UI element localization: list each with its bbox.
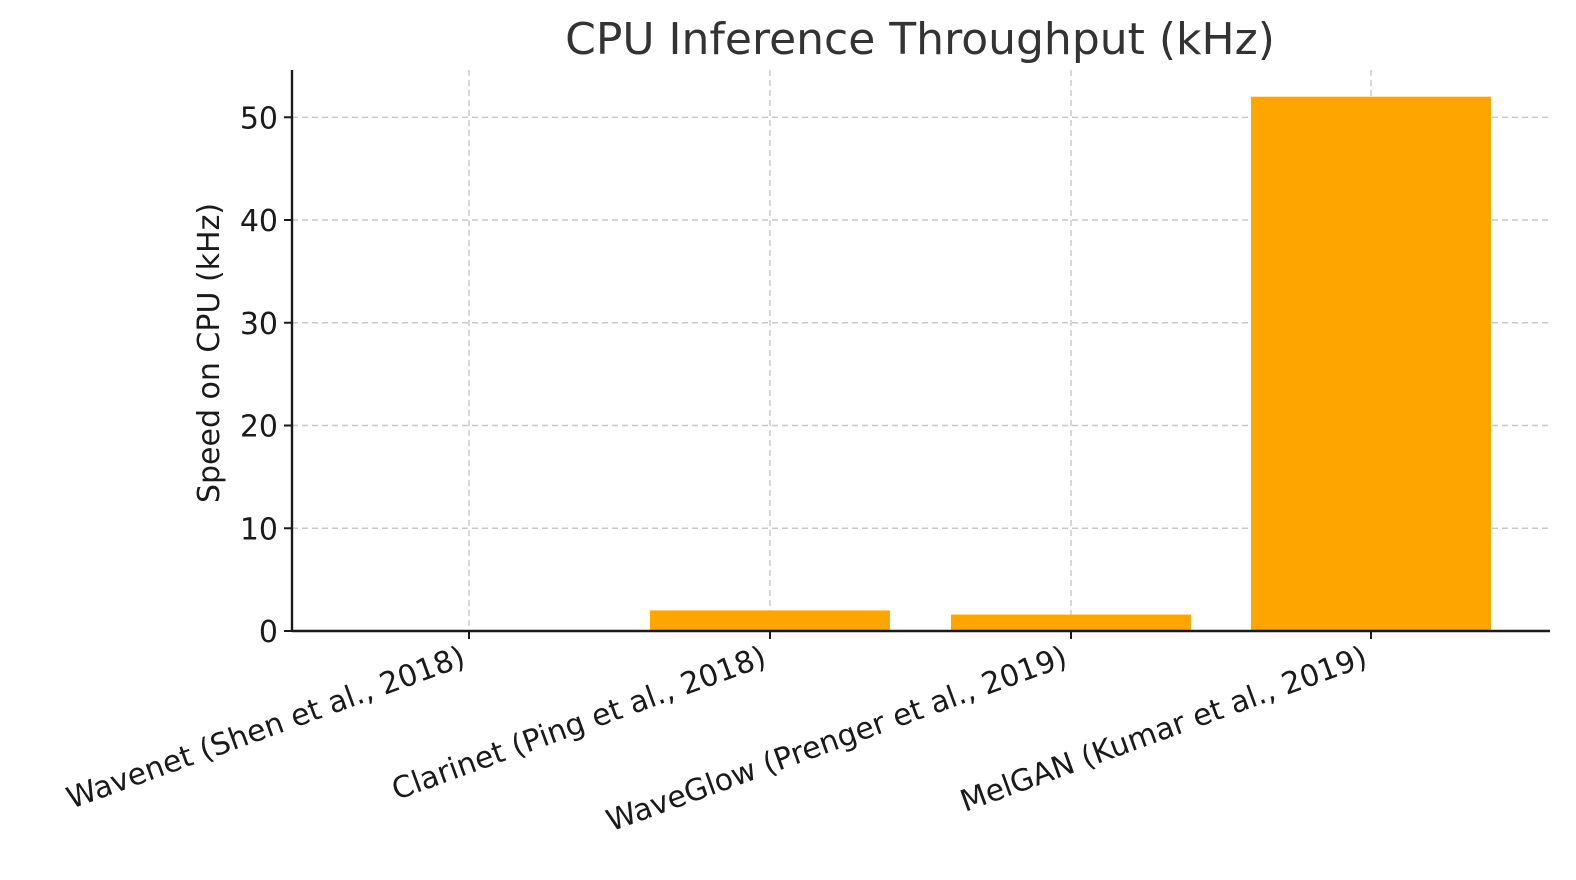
y-tick-label-4: 40 [240, 204, 278, 239]
bar-3 [1251, 96, 1491, 631]
y-tick-label-5: 50 [240, 101, 278, 136]
y-tick-label-0: 0 [259, 615, 278, 650]
y-axis-ticks: 0 10 20 30 40 50 [240, 101, 292, 650]
y-tick-label-3: 30 [240, 307, 278, 342]
axes [290, 70, 1550, 633]
chart-title: CPU Inference Throughput (kHz) [565, 14, 1275, 65]
x-axis-ticks: Wavenet (Shen et al., 2018)Clarinet (Pin… [62, 631, 1372, 839]
bars [650, 96, 1491, 631]
y-axis-label: Speed on CPU (kHz) [192, 203, 227, 503]
y-tick-label-2: 20 [240, 410, 278, 445]
y-tick-label-1: 10 [240, 512, 278, 547]
bar-1 [650, 610, 890, 631]
x-tick-label-2: WaveGlow (Prenger et al., 2019) [602, 640, 1072, 840]
bar-2 [951, 614, 1191, 631]
